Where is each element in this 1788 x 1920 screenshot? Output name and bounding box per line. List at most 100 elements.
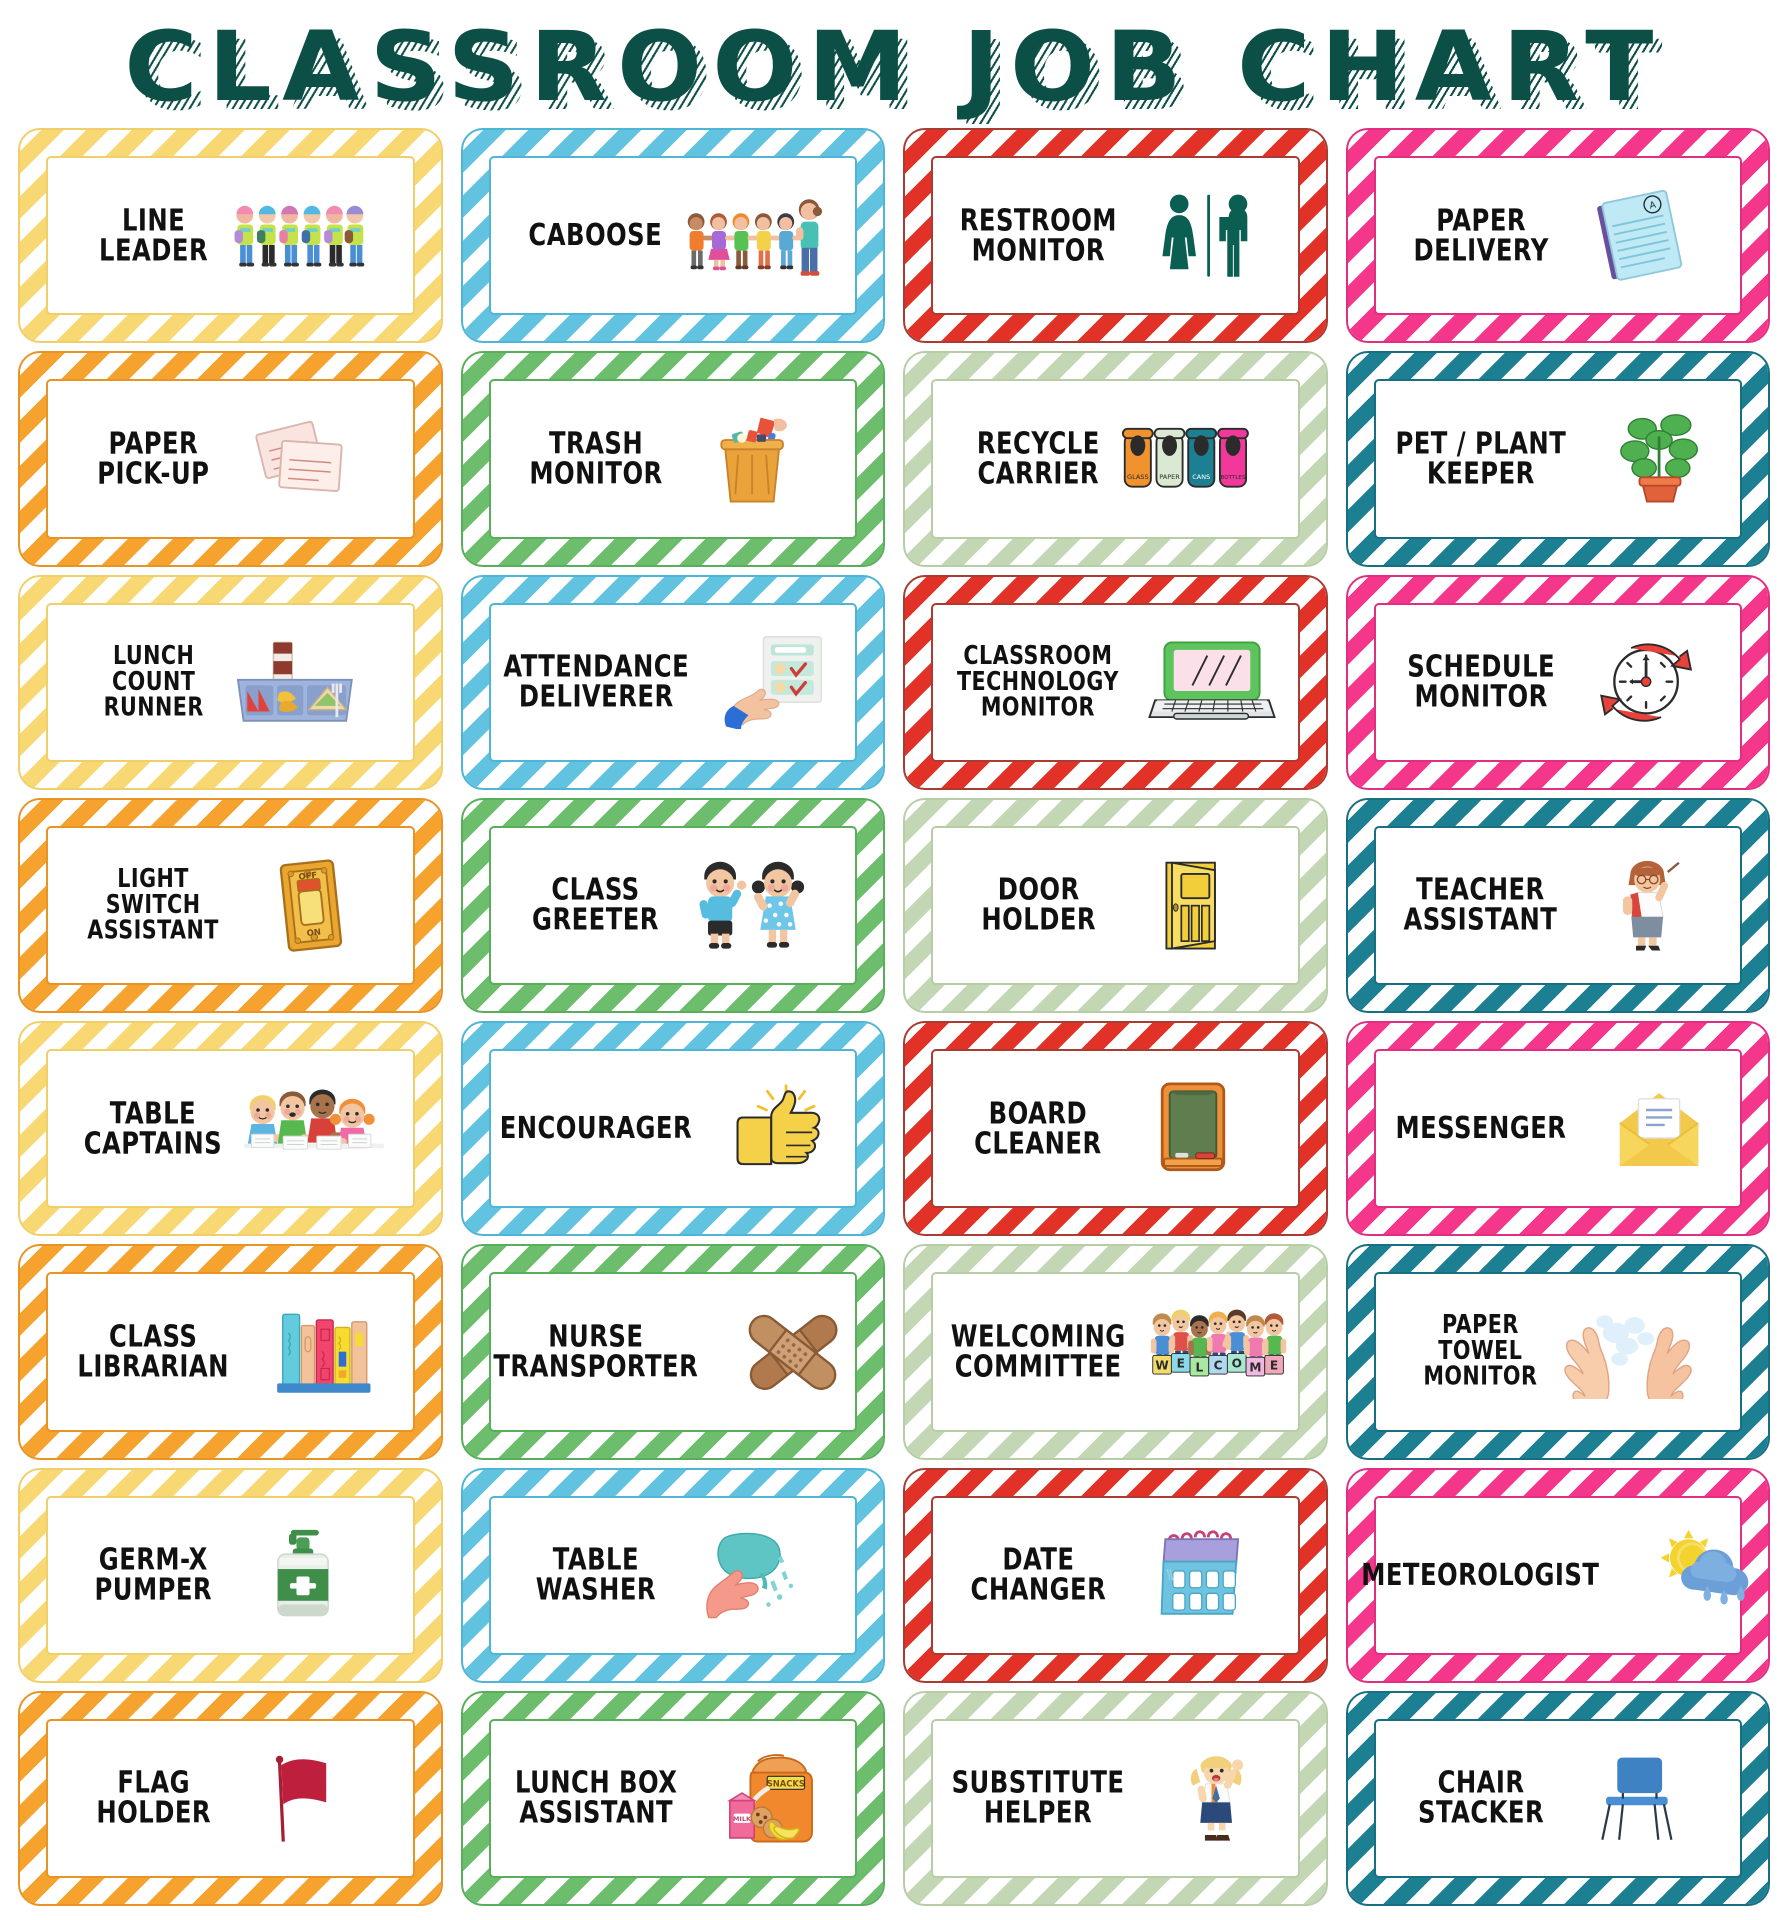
job-card-chair-stacker[interactable]: CHAIR STACKER xyxy=(1345,1690,1770,1906)
job-card-line-leader[interactable]: LINE LEADER xyxy=(18,128,443,344)
job-card-label: DOOR HOLDER xyxy=(980,872,1096,938)
job-card-messenger[interactable]: MESSENGER xyxy=(1345,1021,1770,1237)
job-card-paper-delivery[interactable]: PAPER DELIVERY A xyxy=(1345,128,1770,344)
job-card-inner-panel: CLASS LIBRARIAN xyxy=(46,1272,415,1432)
job-card-door-holder[interactable]: DOOR HOLDER xyxy=(903,797,1328,1013)
svg-text:L: L xyxy=(1196,1360,1204,1374)
svg-text:W: W xyxy=(1156,1359,1169,1373)
job-card-inner-panel: GERM-X PUMPER xyxy=(46,1495,415,1655)
job-card-label: PAPER PICK-UP xyxy=(97,426,210,492)
job-card-label: NURSE TRANSPORTER xyxy=(493,1319,699,1385)
job-card-pet-plant-keeper[interactable]: PET / PLANT KEEPER xyxy=(1345,351,1770,567)
job-card-inner-panel: LINE LEADER xyxy=(46,156,415,316)
job-card-inner-panel: TABLE CAPTAINS xyxy=(46,1049,415,1209)
job-card-inner-panel: RESTROOM MONITOR xyxy=(931,156,1300,316)
job-card-inner-panel: LUNCH BOX ASSISTANT SNACKS MILK xyxy=(488,1718,857,1878)
job-card-label: RESTROOM MONITOR xyxy=(959,203,1117,269)
job-card-class-greeter[interactable]: CLASS GREETER xyxy=(460,797,885,1013)
flag-on-pole-icon xyxy=(231,1746,371,1850)
job-card-label: SCHEDULE MONITOR xyxy=(1406,649,1555,715)
job-card-trash-monitor[interactable]: TRASH MONITOR xyxy=(460,351,885,567)
lunch-tray-icon xyxy=(223,630,363,734)
job-card-nurse-transporter[interactable]: NURSE TRANSPORTER xyxy=(460,1244,885,1460)
job-card-inner-panel: CLASSROOM TECHNOLOGY MONITOR xyxy=(931,602,1300,762)
job-card-table-washer[interactable]: TABLE WASHER xyxy=(460,1467,885,1683)
job-card-meteorologist[interactable]: METEOROLOGIST xyxy=(1345,1467,1770,1683)
job-card-label: LINE LEADER xyxy=(98,203,208,269)
job-card-flag-holder[interactable]: FLAG HOLDER xyxy=(18,1690,443,1906)
svg-text:SNACKS: SNACKS xyxy=(767,1778,805,1788)
job-card-label: CLASS GREETER xyxy=(532,872,660,938)
job-card-paper-towel-monitor[interactable]: PAPER TOWEL MONITOR xyxy=(1345,1244,1770,1460)
job-card-label: TEACHER ASSISTANT xyxy=(1403,872,1558,938)
lined-notepad-icon: A xyxy=(1570,184,1710,288)
job-card-inner-panel: RECYCLE CARRIER GLASS PAPER CANS BOTTLES xyxy=(931,379,1300,539)
svg-text:OFF: OFF xyxy=(298,869,318,881)
job-card-label: CLASSROOM TECHNOLOGY MONITOR xyxy=(957,641,1120,722)
kids-holding-welcome-letters-icon: W E L xyxy=(1149,1300,1289,1404)
job-card-lunch-count-runner[interactable]: LUNCH COUNT RUNNER xyxy=(18,574,443,790)
job-card-teacher-assistant[interactable]: TEACHER ASSISTANT xyxy=(1345,797,1770,1013)
job-card-classroom-technology-monitor[interactable]: CLASSROOM TECHNOLOGY MONITOR xyxy=(903,574,1328,790)
job-card-class-librarian[interactable]: CLASS LIBRARIAN xyxy=(18,1244,443,1460)
job-card-welcoming-committee[interactable]: WELCOMING COMMITTEE W E xyxy=(903,1244,1328,1460)
potted-plant-icon xyxy=(1590,407,1730,511)
light-switch-plate-icon: OFF ON xyxy=(240,853,380,957)
job-card-restroom-monitor[interactable]: RESTROOM MONITOR xyxy=(903,128,1328,344)
svg-text:A: A xyxy=(1648,199,1657,211)
job-card-attendance-deliverer[interactable]: ATTENDANCE DELIVERER xyxy=(460,574,885,790)
job-card-schedule-monitor[interactable]: SCHEDULE MONITOR xyxy=(1345,574,1770,790)
job-card-inner-panel: CLASS GREETER xyxy=(488,825,857,985)
job-card-inner-panel: TRASH MONITOR xyxy=(488,379,857,539)
job-card-board-cleaner[interactable]: BOARD CLEANER xyxy=(903,1021,1328,1237)
svg-text:CANS: CANS xyxy=(1192,473,1210,481)
job-card-label: RECYCLE CARRIER xyxy=(976,426,1100,492)
page-title-shadow: CLASSROOM JOB CHART xyxy=(133,20,1674,132)
job-card-inner-panel: DOOR HOLDER xyxy=(931,825,1300,985)
job-card-inner-panel: BOARD CLEANER xyxy=(931,1049,1300,1209)
job-card-label: GERM-X PUMPER xyxy=(94,1542,213,1608)
washing-hands-icon xyxy=(1558,1300,1698,1404)
job-card-inner-panel: DATE CHANGER xyxy=(931,1495,1300,1655)
job-card-label: LIGHT SWITCH ASSISTANT xyxy=(87,864,220,946)
job-card-label: CABOOSE xyxy=(528,218,663,253)
job-card-label: BOARD CLEANER xyxy=(974,1096,1103,1162)
job-card-inner-panel: METEOROLOGIST xyxy=(1362,1495,1749,1655)
job-card-label: LUNCH COUNT RUNNER xyxy=(103,641,204,722)
job-card-inner-panel: FLAG HOLDER xyxy=(46,1718,415,1878)
job-card-label: ATTENDANCE DELIVERER xyxy=(502,649,689,715)
job-card-light-switch-assistant[interactable]: LIGHT SWITCH ASSISTANT OFF ON xyxy=(18,797,443,1013)
svg-text:BOTTLES: BOTTLES xyxy=(1220,475,1245,481)
job-card-encourager[interactable]: ENCOURAGER xyxy=(460,1021,885,1237)
job-card-inner-panel: WELCOMING COMMITTEE W E xyxy=(931,1272,1300,1432)
svg-text:E: E xyxy=(1270,1359,1278,1373)
job-card-label: CHAIR STACKER xyxy=(1417,1765,1544,1831)
job-card-label: MESSENGER xyxy=(1395,1111,1567,1146)
hand-dropping-trash-can-icon xyxy=(684,407,824,511)
children-walking-in-line-icon xyxy=(228,184,368,288)
job-card-substitute-helper[interactable]: SUBSTITUTE HELPER xyxy=(903,1690,1328,1906)
job-card-label: LUNCH BOX ASSISTANT xyxy=(514,1765,677,1831)
job-card-label: CLASS LIBRARIAN xyxy=(77,1319,230,1385)
svg-text:O: O xyxy=(1232,1357,1242,1371)
job-card-inner-panel: PAPER TOWEL MONITOR xyxy=(1373,1272,1742,1432)
job-card-table-captains[interactable]: TABLE CAPTAINS xyxy=(18,1021,443,1237)
job-card-date-changer[interactable]: DATE CHANGER xyxy=(903,1467,1328,1683)
girl-raising-hand-icon xyxy=(1148,1746,1288,1850)
job-card-paper-pick-up[interactable]: PAPER PICK-UP xyxy=(18,351,443,567)
job-card-recycle-carrier[interactable]: RECYCLE CARRIER GLASS PAPER CANS BOTTLES xyxy=(903,351,1328,567)
job-card-germ-x-pumper[interactable]: GERM-X PUMPER xyxy=(18,1467,443,1683)
svg-text:PAPER: PAPER xyxy=(1159,473,1180,481)
job-card-label: PAPER TOWEL MONITOR xyxy=(1423,1310,1538,1392)
two-kids-waving-icon xyxy=(680,853,820,957)
restroom-signs-icon xyxy=(1140,184,1280,288)
job-card-lunch-box-assistant[interactable]: LUNCH BOX ASSISTANT SNACKS MILK xyxy=(460,1690,885,1906)
classroom-chair-icon xyxy=(1565,1746,1705,1850)
job-card-label: SUBSTITUTE HELPER xyxy=(951,1765,1125,1831)
job-card-caboose[interactable]: CABOOSE xyxy=(460,128,885,344)
row-of-books-icon xyxy=(251,1300,391,1404)
page-title: CLASSROOM JOB CHART CLASSROOM JOB CHART xyxy=(124,19,1663,124)
clock-with-arrows-icon xyxy=(1577,630,1717,734)
four-kids-at-table-icon xyxy=(244,1077,385,1181)
job-card-label: TABLE CAPTAINS xyxy=(84,1096,223,1162)
